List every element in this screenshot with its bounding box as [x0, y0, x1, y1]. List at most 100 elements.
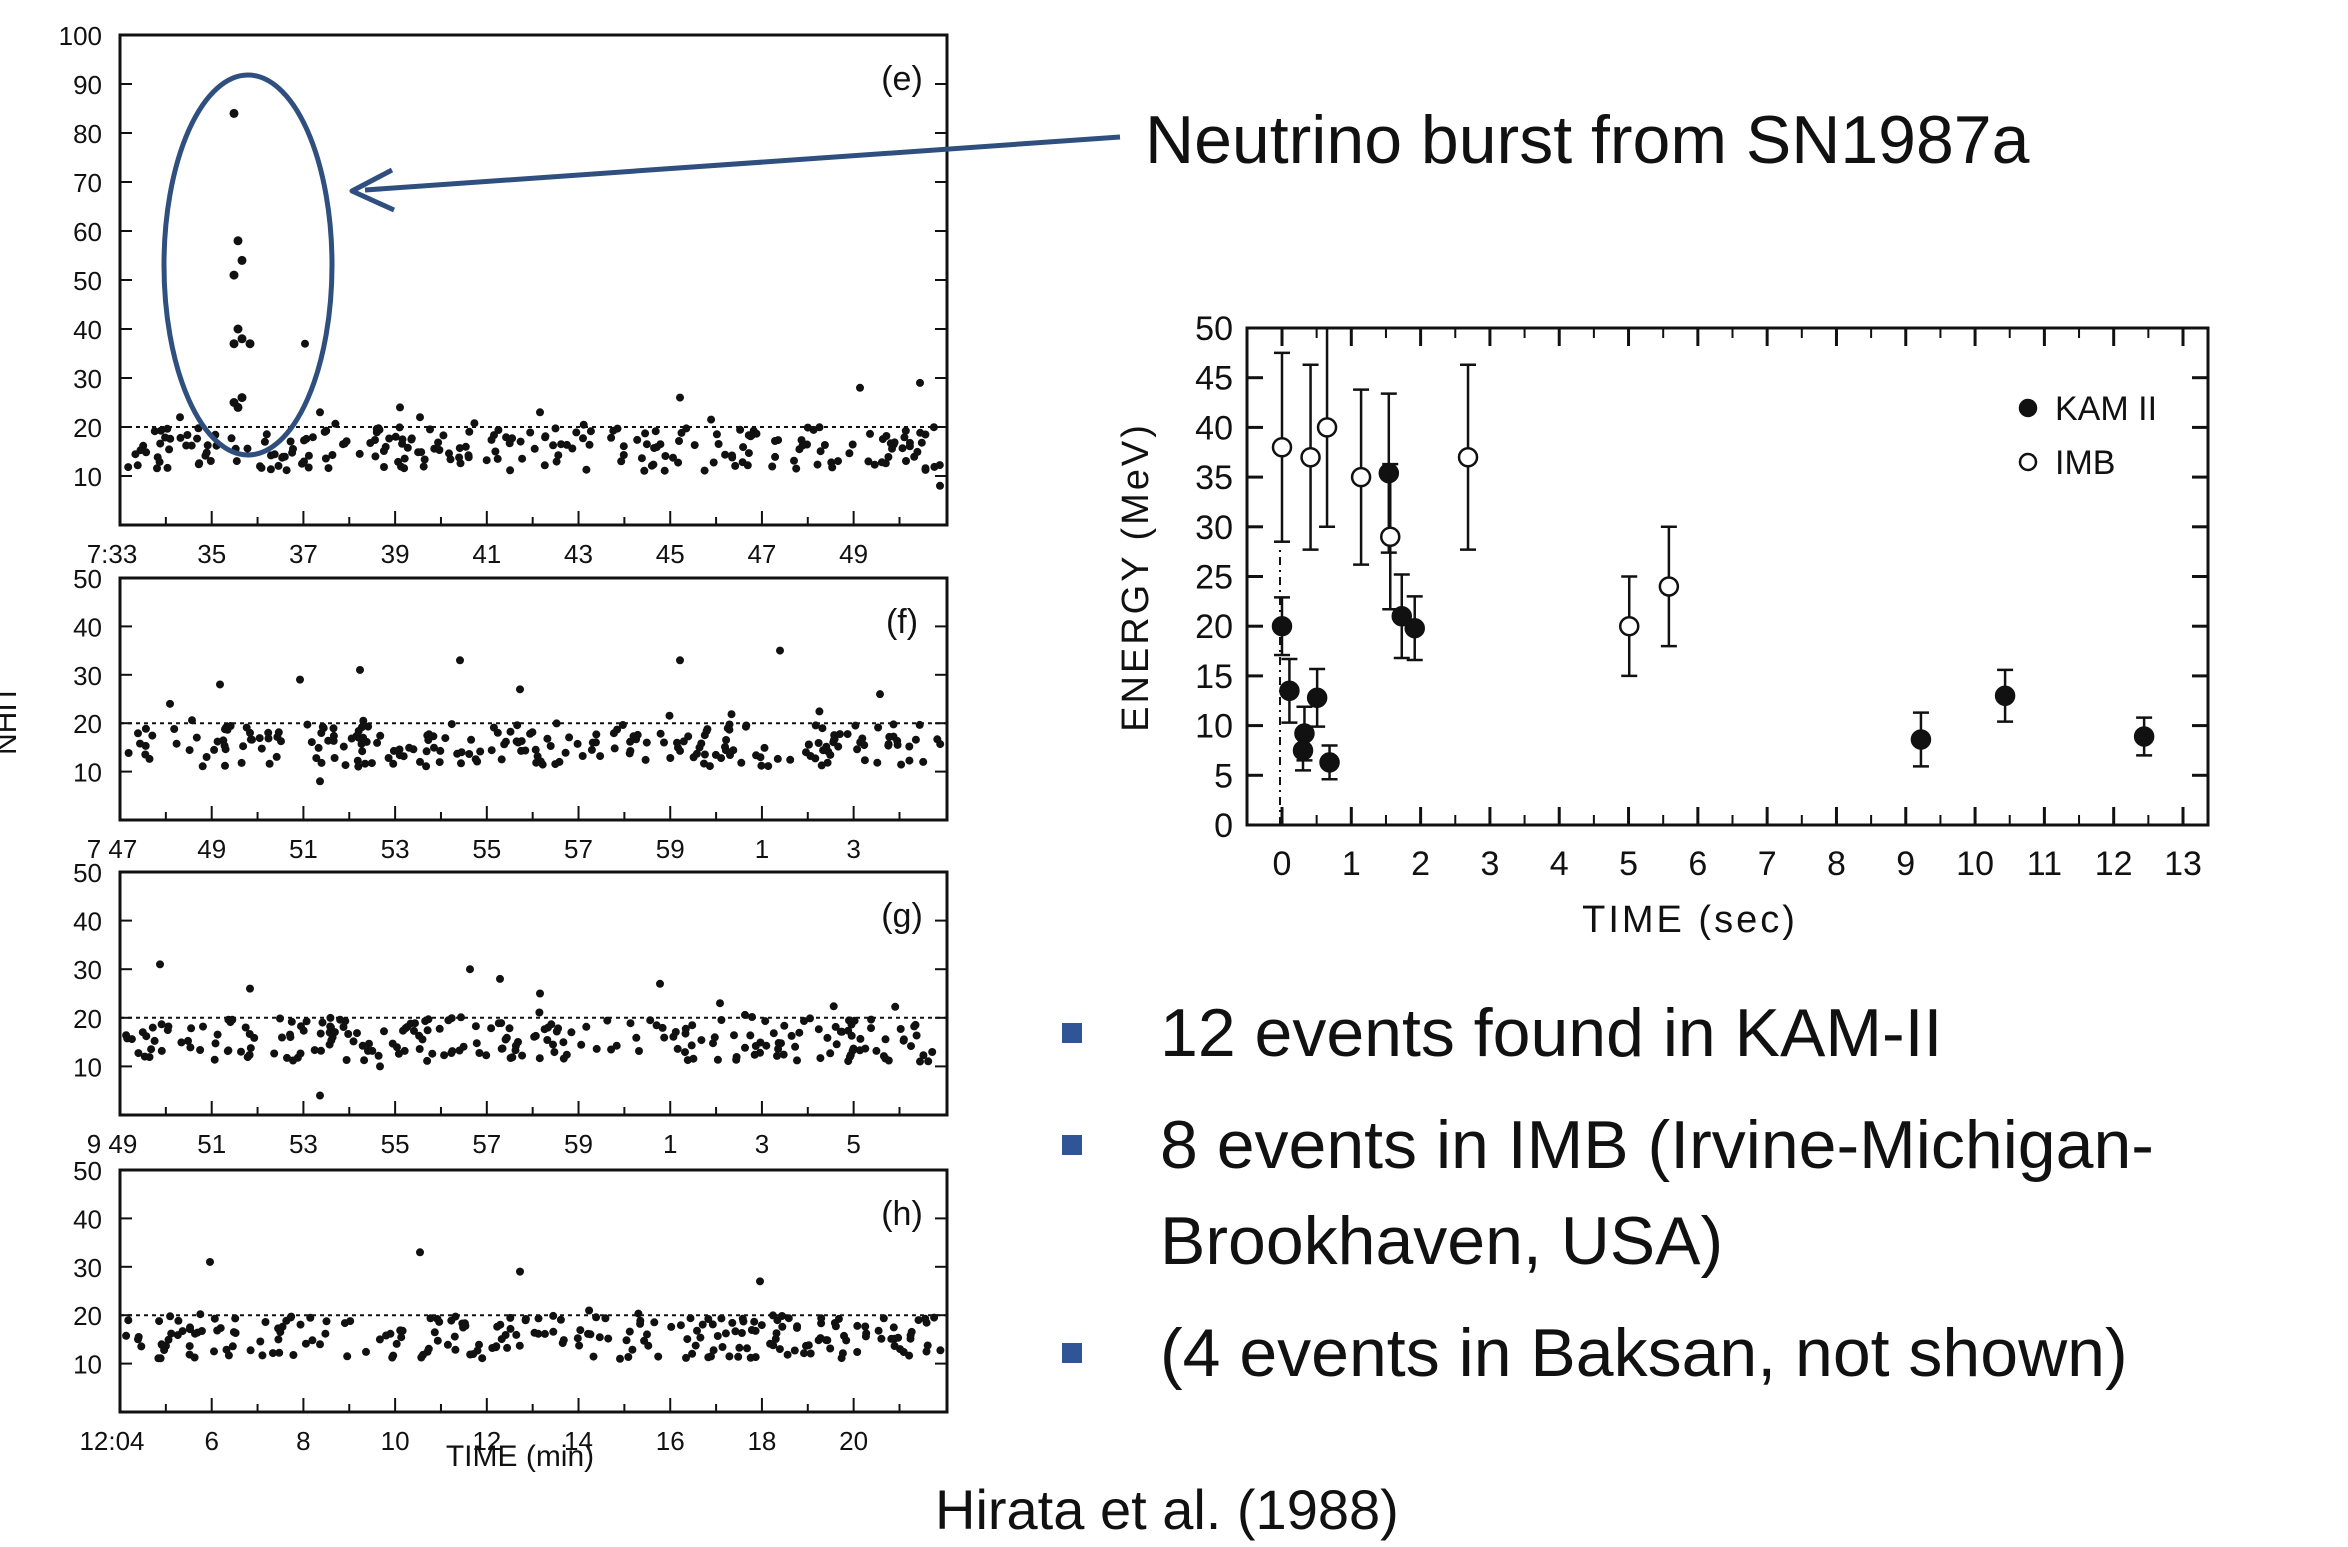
nhit-point — [148, 1023, 157, 1032]
nhit-point — [395, 751, 404, 760]
nhit-point — [136, 739, 144, 748]
nhit-point — [344, 1030, 353, 1038]
nhit-point — [848, 440, 857, 449]
nhit-point — [717, 1016, 726, 1024]
nhit-point — [242, 723, 251, 732]
nhit-point — [497, 1044, 506, 1053]
x-tick-label: 11 — [2027, 845, 2062, 883]
nhit-point — [703, 725, 712, 734]
x-tick-label: 20 — [839, 1426, 868, 1456]
nhit-point — [185, 1342, 194, 1351]
event-marker — [1391, 606, 1413, 627]
nhit-point — [403, 1023, 412, 1031]
nhit-point — [405, 743, 414, 752]
nhit-point — [206, 1257, 214, 1266]
nhit-point — [124, 463, 133, 472]
nhit-point — [783, 1350, 792, 1359]
nhit-point — [213, 1030, 222, 1039]
nhit-point — [823, 1033, 832, 1042]
nhit-point — [641, 755, 650, 764]
nhit-point — [849, 1044, 858, 1053]
nhit-point — [876, 690, 884, 699]
citation: Hirata et al. (1988) — [935, 1478, 1399, 1541]
nhit-point — [689, 753, 698, 762]
imb-event — [1658, 525, 1680, 648]
y-tick-label: 50 — [73, 858, 102, 888]
nhit-point — [671, 1028, 680, 1036]
nhit-point — [476, 747, 485, 756]
nhit-point — [185, 746, 194, 755]
nhit-point — [396, 403, 404, 412]
nhit-point — [395, 745, 404, 754]
nhit-point — [744, 431, 753, 440]
nhit-point — [559, 1054, 568, 1063]
y-tick-label: 20 — [73, 1301, 102, 1331]
kam-event — [1271, 596, 1293, 657]
nhit-point — [790, 456, 798, 465]
nhit-point — [331, 419, 340, 428]
nhit-point — [713, 1055, 722, 1064]
nhit-point — [730, 1031, 738, 1040]
nhit-point — [784, 1314, 793, 1323]
nhit-point — [186, 1323, 194, 1332]
nhit-point — [813, 460, 822, 469]
x-tick-label: 9 49 — [87, 1129, 138, 1159]
nhit-point — [595, 1333, 604, 1342]
nhit-point — [674, 458, 683, 467]
nhit-point — [257, 744, 266, 753]
nhit-point — [622, 1336, 631, 1345]
nhit-point — [690, 441, 699, 450]
nhit-point — [814, 739, 823, 747]
nhit-point — [565, 733, 574, 742]
arrow-head-icon — [349, 167, 396, 213]
nhit-point — [676, 1321, 685, 1330]
nhit-point — [328, 1033, 337, 1042]
nhit-point — [435, 758, 444, 767]
nhit-point — [712, 430, 721, 439]
nhit-point — [196, 1310, 205, 1319]
nhit-point — [231, 1314, 240, 1323]
event-marker — [1910, 729, 1932, 750]
nhit-point — [211, 1039, 220, 1048]
nhit-point — [237, 1047, 245, 1056]
nhit-point — [747, 1326, 756, 1334]
nhit-point — [487, 1024, 496, 1033]
nhit-point — [417, 448, 426, 457]
legend-marker — [2018, 398, 2038, 418]
nhit-point — [178, 1327, 187, 1336]
x-tick-label: 4 — [1550, 845, 1569, 883]
nhit-point — [329, 724, 338, 733]
nhit-point — [526, 428, 535, 437]
nhit-point — [891, 1002, 900, 1011]
nhit-point — [447, 1049, 456, 1057]
nhit-point — [186, 1043, 195, 1052]
nhit-point — [184, 1036, 192, 1045]
nhit-point — [451, 1345, 460, 1354]
y-tick-label: 30 — [73, 955, 102, 985]
x-tick-label: 39 — [381, 539, 410, 569]
nhit-point — [899, 1036, 908, 1045]
nhit-point — [150, 1036, 159, 1045]
nhit-point — [142, 1032, 151, 1041]
kam-event — [2133, 716, 2155, 757]
nhit-point — [418, 1035, 427, 1044]
nhit-point — [734, 1352, 743, 1361]
nhit-point — [816, 1054, 825, 1063]
nhit-point — [896, 1345, 904, 1354]
nhit-point — [612, 1041, 621, 1050]
nhit-point — [316, 408, 324, 417]
y-tick-label: 70 — [73, 168, 102, 198]
y-tick-label: 20 — [73, 413, 102, 443]
x-tick-label: 59 — [564, 1129, 593, 1159]
nhit-point — [713, 1332, 722, 1340]
nhit-point — [457, 759, 465, 768]
nhit-point — [343, 1352, 352, 1361]
nhit-point — [936, 481, 944, 490]
nhit-point — [554, 1024, 563, 1033]
nhit-point — [202, 448, 211, 457]
burst-point — [229, 270, 239, 280]
nhit-point — [697, 1036, 706, 1045]
nhit-point — [901, 426, 910, 435]
x-tick-label: 16 — [656, 1426, 685, 1456]
nhit-point — [324, 464, 333, 473]
